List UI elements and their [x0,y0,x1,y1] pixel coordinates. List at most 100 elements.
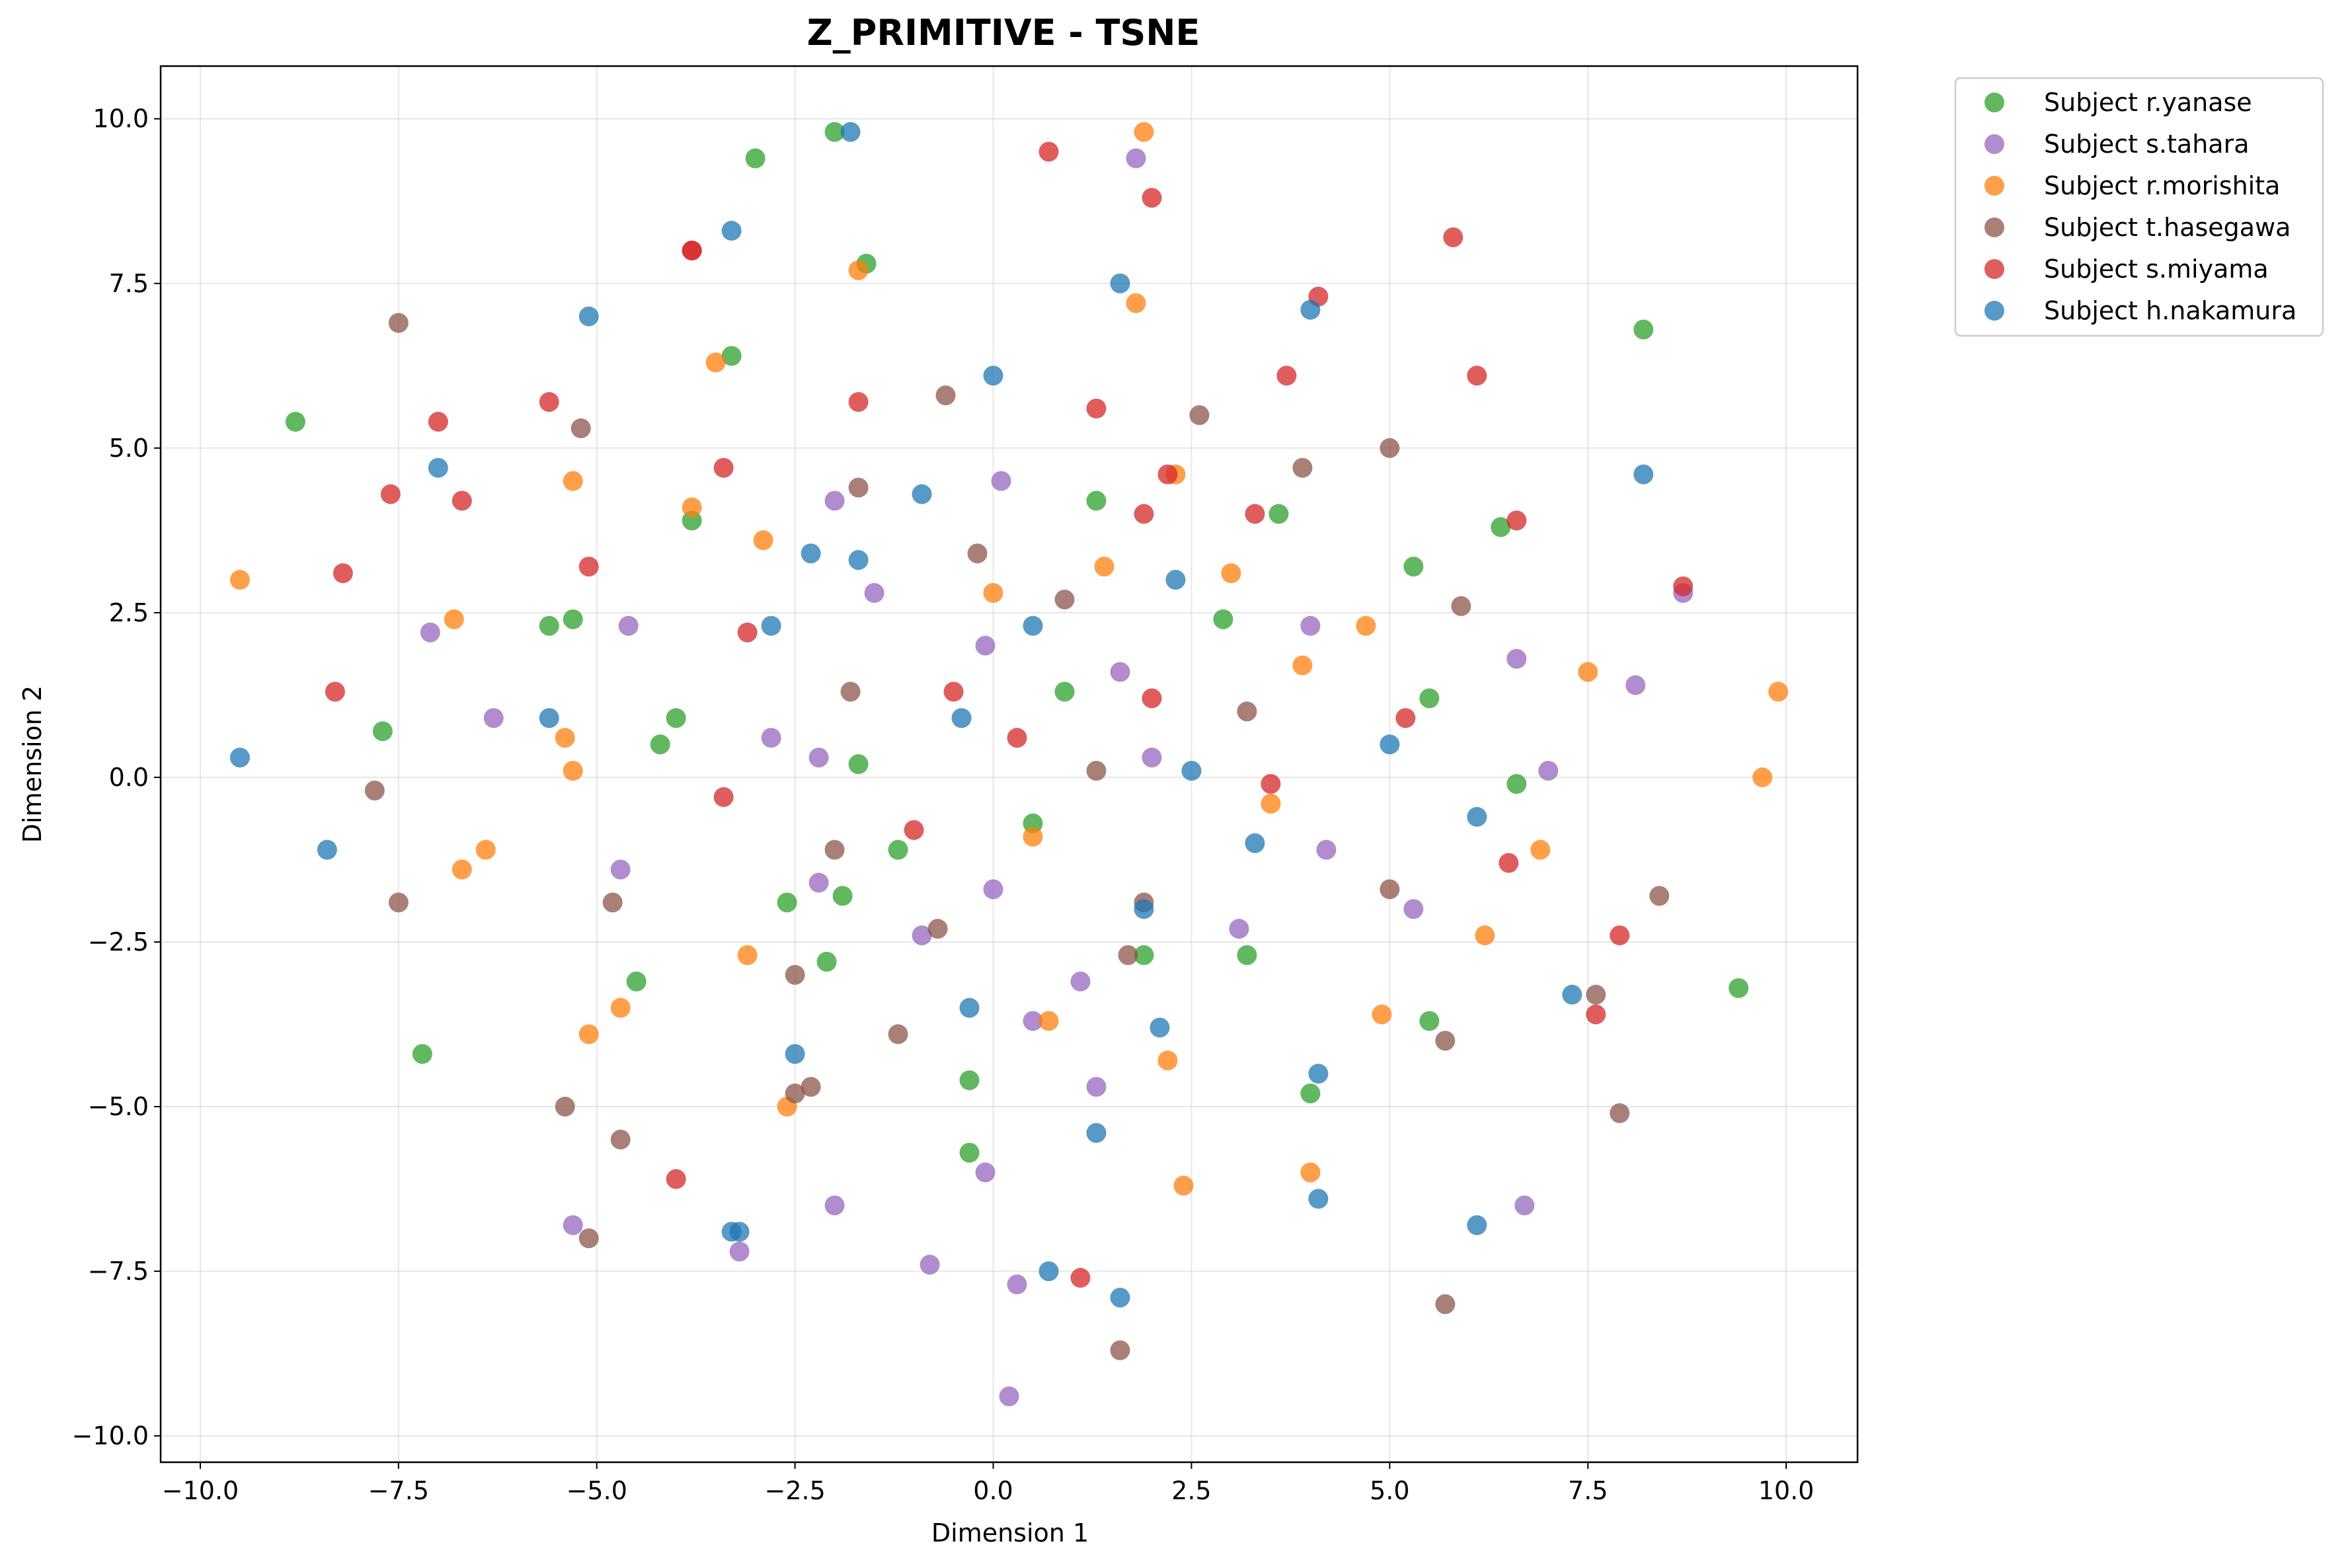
point-subject-s-tahara [1300,615,1321,636]
point-subject-t-hasegawa [570,418,591,438]
point-subject-s-miyama [1142,688,1162,709]
point-subject-r-morishita [229,570,250,590]
point-subject-r-yanase [372,721,393,742]
point-subject-s-tahara [1229,919,1249,939]
x-tick-label: −10.0 [162,1476,239,1505]
point-subject-r-morishita [555,728,575,748]
point-subject-r-yanase [721,346,742,366]
legend: Subject r.yanase Subject s.tahara Subject … [1954,77,2324,337]
point-subject-h-nakamura [951,708,972,728]
point-subject-s-miyama [943,682,964,702]
point-subject-h-nakamura [1308,1064,1329,1084]
point-subject-r-yanase [1491,517,1511,537]
point-subject-h-nakamura [1110,273,1130,294]
point-subject-r-yanase [1633,319,1654,340]
legend-marker-subject-r-yanase [1984,93,2004,112]
point-subject-r-morishita [1300,1162,1321,1183]
point-subject-r-yanase [563,609,583,629]
point-subject-s-miyama [1507,510,1527,531]
point-subject-t-hasegawa [1435,1294,1456,1314]
legend-label-subject-t-hasegawa: Subject t.hasegawa [2044,213,2291,242]
x-tick-label: 10.0 [1758,1476,1815,1505]
point-subject-t-hasegawa [388,313,409,333]
point-subject-r-yanase [745,148,765,169]
point-subject-h-nakamura [1300,299,1321,320]
point-subject-h-nakamura [229,748,250,768]
point-subject-r-yanase [1269,504,1289,524]
point-subject-t-hasegawa [1435,1031,1456,1051]
legend-label-subject-s-tahara: Subject s.tahara [2044,130,2249,159]
point-subject-r-yanase [824,122,845,142]
point-subject-s-miyama [1134,504,1154,524]
point-subject-t-hasegawa [555,1097,575,1117]
point-subject-h-nakamura [959,998,980,1018]
point-subject-h-nakamura [912,484,932,504]
point-subject-s-miyama [1039,141,1059,162]
point-subject-h-nakamura [1039,1261,1059,1282]
point-subject-t-hasegawa [1189,405,1210,425]
point-subject-t-hasegawa [578,1228,599,1249]
grid [161,66,1858,1462]
point-subject-t-hasegawa [1054,589,1075,609]
point-subject-h-nakamura [1110,1287,1130,1308]
point-subject-h-nakamura [1150,1017,1170,1038]
point-subject-r-morishita [1530,840,1551,860]
point-subject-s-tahara [1126,148,1146,169]
point-subject-r-yanase [1729,978,1749,998]
point-subject-s-miyama [1499,853,1519,873]
point-subject-r-yanase [888,840,908,860]
point-subject-s-tahara [983,879,1003,900]
point-subject-r-morishita [444,609,464,629]
point-subject-s-tahara [864,582,884,603]
point-subject-t-hasegawa [927,919,948,939]
point-subject-h-nakamura [721,221,742,241]
point-subject-s-tahara [808,873,829,893]
point-subject-s-tahara [1086,1077,1107,1097]
point-subject-r-yanase [959,1070,980,1091]
point-subject-r-yanase [666,708,686,728]
point-subject-r-morishita [563,471,583,491]
point-subject-s-tahara [1023,1011,1043,1031]
point-subject-t-hasegawa [888,1024,908,1044]
point-subject-h-nakamura [539,708,559,728]
point-subject-s-miyama [682,240,702,260]
point-subject-r-morishita [1221,563,1241,584]
point-subject-s-tahara [824,490,845,511]
y-tick-label: 2.5 [109,598,149,627]
point-subject-h-nakamura [801,543,821,564]
point-subject-h-nakamura [1562,984,1583,1005]
point-subject-s-tahara [483,708,504,728]
point-subject-t-hasegawa [967,543,988,564]
point-subject-r-morishita [753,530,773,551]
x-tick-label: 5.0 [1370,1476,1409,1505]
point-subject-s-miyama [1443,227,1464,248]
legend-marker-subject-r-morishita [1984,176,2004,196]
point-subject-s-tahara [563,1215,583,1235]
point-subject-r-morishita [475,840,496,860]
point-subject-s-miyama [325,682,345,702]
x-tick-label: 7.5 [1568,1476,1608,1505]
point-subject-r-morishita [737,945,758,965]
point-subject-r-morishita [1372,1004,1392,1025]
point-subject-h-nakamura [317,840,337,860]
point-subject-r-morishita [1768,682,1789,702]
legend-label-subject-h-nakamura: Subject h.nakamura [2044,296,2296,325]
point-subject-s-tahara [991,471,1011,491]
point-subject-t-hasegawa [1586,984,1606,1005]
point-subject-s-miyama [713,457,734,478]
point-subject-s-tahara [761,728,781,748]
point-subject-t-hasegawa [848,477,869,498]
point-subject-h-nakamura [1308,1189,1329,1209]
point-subject-h-nakamura [983,366,1003,386]
point-subject-h-nakamura [1181,760,1202,781]
point-subject-t-hasegawa [1110,1340,1130,1360]
point-subject-r-yanase [1237,945,1257,965]
point-subject-h-nakamura [428,457,448,478]
point-subject-s-tahara [808,748,829,768]
point-subject-s-tahara [912,925,932,946]
y-tick-label: 0.0 [109,763,149,792]
legend-box [1954,77,2324,337]
point-subject-s-tahara [975,635,996,656]
point-subject-h-nakamura [1023,615,1043,636]
